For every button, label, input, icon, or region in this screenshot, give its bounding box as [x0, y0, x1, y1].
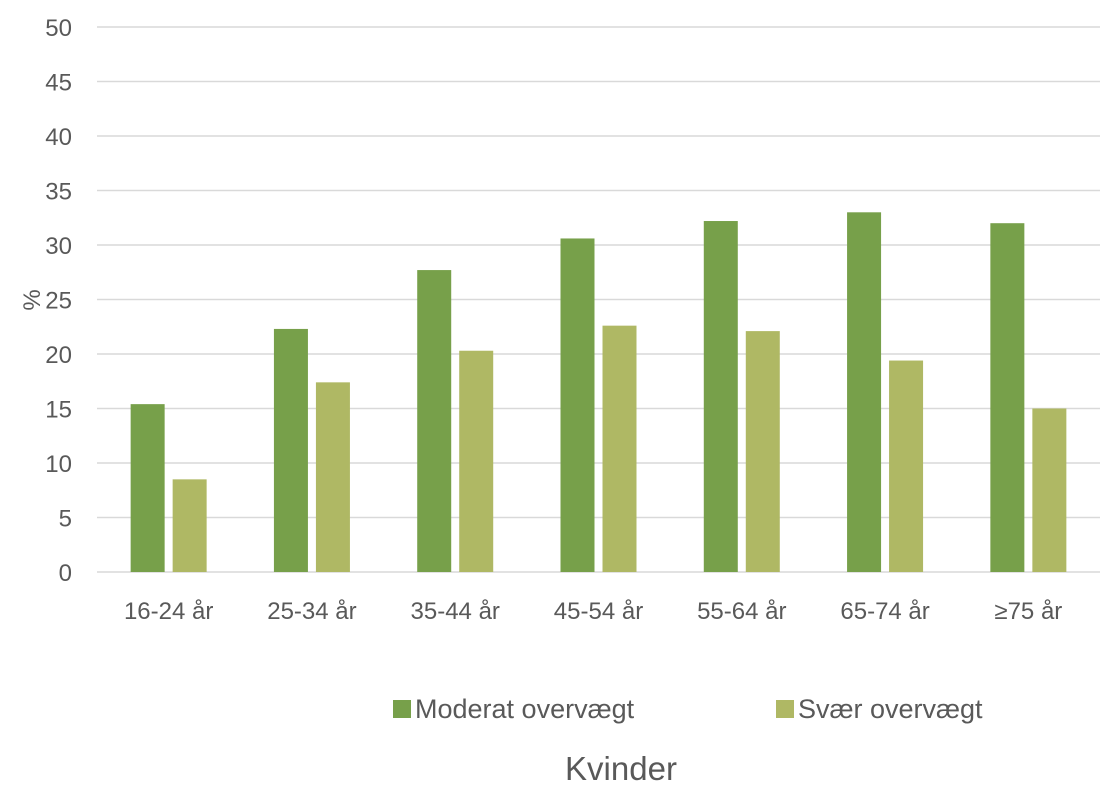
bar-moderat-2	[417, 270, 452, 572]
bar-svaer-5	[889, 360, 924, 572]
x-tick-label: ≥75 år	[994, 598, 1062, 625]
y-axis-ticks: 0 5 10 15 20 25 30 35 40 45 50	[45, 15, 72, 587]
bar-svaer-1	[315, 382, 350, 572]
y-tick-label: 50	[45, 15, 72, 42]
x-tick-label: 45-54 år	[554, 598, 643, 625]
bar-svaer-3	[602, 325, 637, 572]
y-tick-label: 40	[45, 124, 72, 151]
legend-label: Moderat overvægt	[415, 694, 635, 724]
y-tick-label: 15	[45, 397, 72, 424]
legend: Moderat overvægt Svær overvægt	[393, 694, 983, 724]
x-axis-label: Kvinder	[565, 750, 677, 787]
bar-moderat-6	[990, 223, 1025, 572]
bar-moderat-4	[703, 221, 738, 572]
bar-moderat-0	[130, 404, 165, 572]
x-tick-label: 16-24 år	[124, 598, 213, 625]
gridlines	[97, 26, 1100, 573]
x-axis-ticks: 16-24 år 25-34 år 35-44 år 45-54 år 55-64 år…	[124, 598, 1062, 625]
y-tick-label: 35	[45, 179, 72, 206]
bar-moderat-3	[560, 238, 595, 572]
x-tick-label: 25-34 år	[267, 598, 356, 625]
y-tick-label: 30	[45, 233, 72, 260]
y-tick-label: 45	[45, 70, 72, 97]
bars	[130, 212, 1067, 573]
legend-swatch	[776, 700, 794, 718]
y-tick-label: 10	[45, 451, 72, 478]
bar-moderat-1	[273, 328, 308, 572]
y-tick-label: 25	[45, 288, 72, 315]
y-tick-label: 0	[59, 560, 72, 587]
bar-moderat-5	[847, 212, 882, 573]
y-tick-label: 5	[59, 506, 72, 533]
x-tick-label: 65-74 år	[840, 598, 929, 625]
bar-svaer-2	[459, 350, 494, 572]
y-tick-label: 20	[45, 342, 72, 369]
x-tick-label: 55-64 år	[697, 598, 786, 625]
y-axis-label: %	[19, 289, 46, 310]
x-tick-label: 35-44 år	[411, 598, 500, 625]
legend-swatch	[393, 700, 411, 718]
bar-svaer-4	[745, 331, 780, 572]
bar-svaer-6	[1032, 408, 1067, 572]
bar-svaer-0	[172, 479, 207, 572]
legend-label: Svær overvægt	[798, 694, 983, 724]
